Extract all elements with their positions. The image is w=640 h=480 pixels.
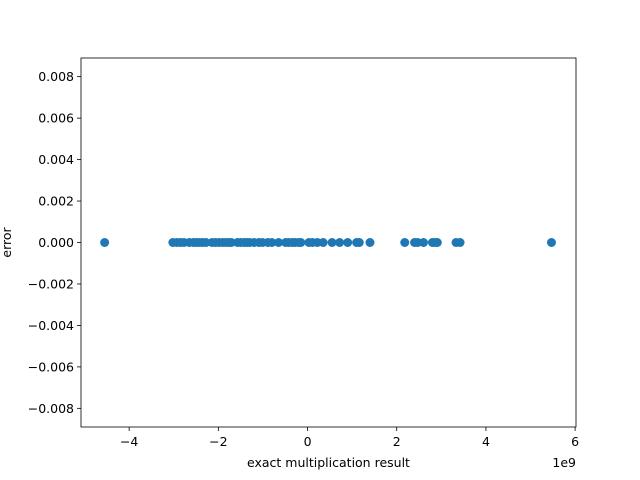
y-tick-label: 0.002 — [38, 194, 74, 209]
data-point — [100, 238, 110, 247]
data-point — [400, 238, 410, 247]
x-tick-label: −4 — [120, 434, 138, 449]
data-point — [546, 238, 556, 247]
y-axis-label: error — [0, 227, 14, 258]
x-axis-label: exact multiplication result — [247, 455, 410, 470]
y-axis-ticks: −0.008 −0.006 −0.004 −0.002 0.000 0.002 0.004 0… — [28, 69, 81, 416]
x-tick-label: 4 — [482, 434, 490, 449]
data-point — [327, 238, 337, 247]
x-axis-ticks: −4 −2 0 2 4 6 — [120, 427, 579, 449]
x-tick-label: 2 — [393, 434, 401, 449]
data-point — [354, 238, 364, 247]
data-point — [296, 238, 306, 247]
data-points — [100, 238, 556, 247]
data-point — [318, 238, 328, 247]
y-tick-label: −0.002 — [28, 276, 74, 291]
y-tick-label: −0.004 — [28, 318, 74, 333]
data-point — [274, 238, 284, 247]
x-tick-label: −2 — [209, 434, 227, 449]
data-point — [343, 238, 353, 247]
data-point — [365, 238, 375, 247]
data-point — [455, 238, 465, 247]
y-tick-label: 0.004 — [38, 152, 74, 167]
y-tick-label: 0.000 — [38, 235, 74, 250]
y-tick-label: 0.008 — [38, 69, 74, 84]
x-axis-offset-label: 1e9 — [552, 455, 576, 470]
data-point — [226, 238, 236, 247]
x-tick-label: 0 — [304, 434, 312, 449]
data-point — [418, 238, 428, 247]
data-point — [267, 238, 277, 247]
x-tick-label: 6 — [571, 434, 579, 449]
data-point — [201, 238, 211, 247]
y-tick-label: −0.008 — [28, 401, 74, 416]
data-point — [432, 238, 442, 247]
y-tick-label: 0.006 — [38, 111, 74, 126]
data-point — [335, 238, 345, 247]
y-tick-label: −0.006 — [28, 359, 74, 374]
